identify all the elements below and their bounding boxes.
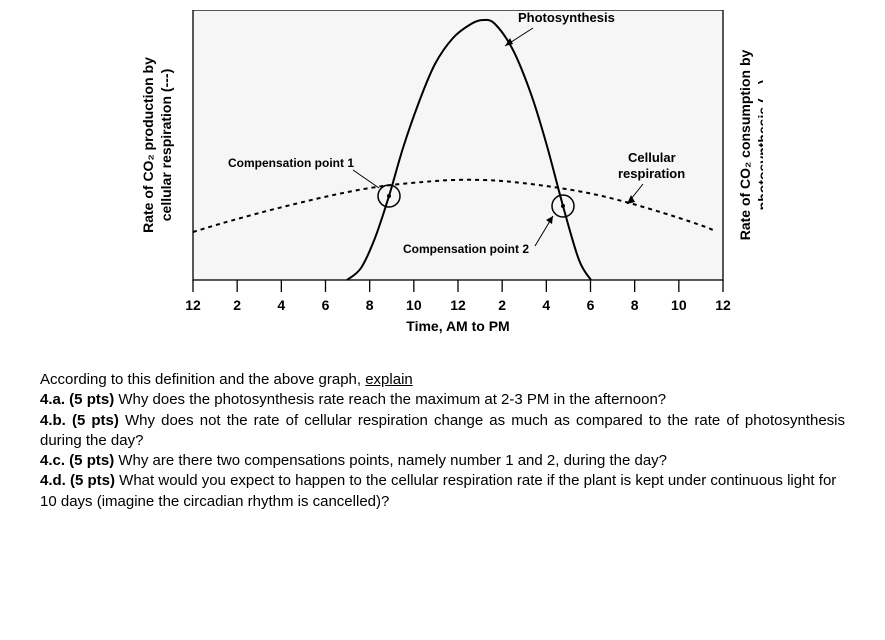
questions-block: According to this definition and the abo… xyxy=(40,370,845,512)
svg-text:10: 10 xyxy=(671,297,687,313)
intro-line: According to this definition and the abo… xyxy=(40,370,845,390)
q4b-text: Why does not the rate of cellular respir… xyxy=(40,412,845,449)
question-4c: 4.c. (5 pts) Why are there two compensat… xyxy=(40,451,845,471)
intro-underlined: explain xyxy=(365,371,413,388)
q4a-text: Why does the photosynthesis rate reach t… xyxy=(114,391,666,408)
q4d-label: 4.d. (5 pts) xyxy=(40,472,115,489)
svg-text:2: 2 xyxy=(233,297,241,313)
label-cellular-l1: Cellular xyxy=(628,150,676,165)
svg-text:6: 6 xyxy=(586,297,594,313)
page-root: 12 2 4 6 8 10 12 2 4 6 8 10 12 Time, AM to PM Rate o… xyxy=(0,0,885,640)
label-cellular-l2: respiration xyxy=(618,166,685,181)
svg-text:2: 2 xyxy=(498,297,506,313)
svg-text:4: 4 xyxy=(277,297,285,313)
y-right-label: Rate of CO₂ consumption by photosynthesi… xyxy=(737,50,763,241)
svg-text:10: 10 xyxy=(406,297,422,313)
q4c-label: 4.c. (5 pts) xyxy=(40,452,114,469)
svg-text:6: 6 xyxy=(321,297,329,313)
plot-background xyxy=(193,10,723,280)
chart-svg: 12 2 4 6 8 10 12 2 4 6 8 10 12 Time, AM to PM Rate o… xyxy=(123,10,763,350)
svg-text:4: 4 xyxy=(542,297,550,313)
q4d-text: What would you expect to happen to the c… xyxy=(40,472,836,509)
svg-text:Rate of CO₂ production by: Rate of CO₂ production by xyxy=(140,57,156,233)
svg-text:cellular respiration (---): cellular respiration (---) xyxy=(158,69,174,221)
q4c-text: Why are there two compensations points, … xyxy=(114,452,667,469)
svg-text:12: 12 xyxy=(715,297,731,313)
label-photosynthesis: Photosynthesis xyxy=(518,10,615,25)
svg-text:12: 12 xyxy=(185,297,201,313)
svg-text:Rate of CO₂ consumption by: Rate of CO₂ consumption by xyxy=(737,50,753,241)
question-4d: 4.d. (5 pts) What would you expect to ha… xyxy=(40,471,845,512)
intro-prefix: According to this definition and the abo… xyxy=(40,371,365,388)
svg-text:12: 12 xyxy=(450,297,466,313)
question-4b: 4.b. (5 pts) Why does not the rate of ce… xyxy=(40,411,845,452)
x-axis-title: Time, AM to PM xyxy=(406,318,509,334)
question-4a: 4.a. (5 pts) Why does the photosynthesis… xyxy=(40,390,845,410)
q4b-label: 4.b. (5 pts) xyxy=(40,412,119,429)
chart-figure: 12 2 4 6 8 10 12 2 4 6 8 10 12 Time, AM to PM Rate o… xyxy=(123,10,763,350)
svg-text:photosynthesis (—): photosynthesis (—) xyxy=(755,80,763,211)
y-left-label: Rate of CO₂ production by cellular respi… xyxy=(140,57,174,233)
q4a-label: 4.a. (5 pts) xyxy=(40,391,114,408)
svg-text:8: 8 xyxy=(630,297,638,313)
label-comp2: Compensation point 2 xyxy=(403,242,529,256)
label-comp1: Compensation point 1 xyxy=(228,156,354,170)
svg-text:8: 8 xyxy=(365,297,373,313)
x-ticks: 12 2 4 6 8 10 12 2 4 6 8 10 12 xyxy=(185,280,731,313)
